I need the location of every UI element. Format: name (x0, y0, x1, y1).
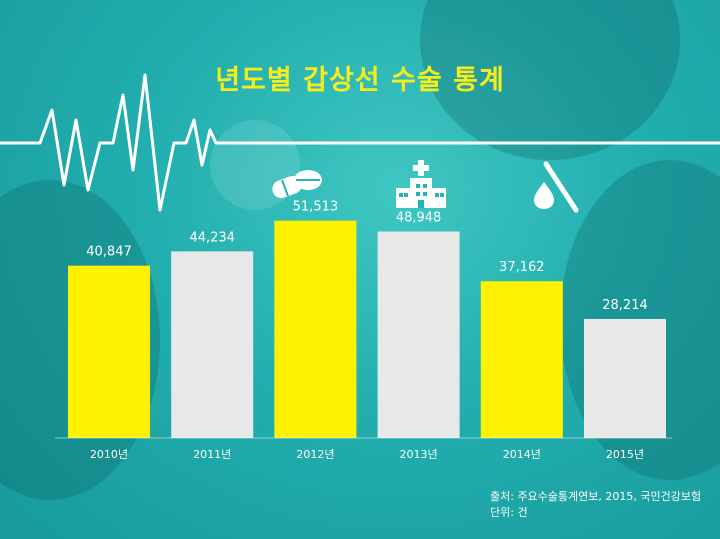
bar-2011년 (171, 251, 254, 438)
unit-text: 단위: 건 (490, 506, 528, 519)
pills-icon (272, 170, 322, 199)
x-tick-label: 2013년 (400, 448, 438, 461)
source-note: 출처: 주요수술통계연보, 2015, 국민건강보험 단위: 건 (490, 489, 701, 521)
bar-2015년 (584, 318, 666, 438)
heartbeat-line (0, 73, 720, 212)
source-text: 출처: 주요수술통계연보, 2015, 국민건강보험 (490, 490, 702, 503)
data-label: 40,847 (86, 245, 132, 260)
data-label: 37,162 (499, 260, 545, 275)
x-tick-label: 2014년 (503, 448, 541, 461)
hospital-icon (396, 160, 446, 208)
chart-title: 년도별 갑상선 수술 통계 (215, 65, 505, 96)
bar-2012년 (274, 220, 357, 438)
bars-layer: 40,847 2010년 44,234 2011년 51,513 2012년 48,948 2… (68, 200, 666, 461)
scalpel-blood-icon (534, 161, 579, 213)
data-label: 28,214 (602, 298, 648, 313)
x-tick-label: 2011년 (193, 448, 231, 461)
x-tick-label: 2012년 (296, 448, 334, 461)
bar-2010년 (68, 265, 150, 438)
bar-2013년 (377, 231, 460, 438)
x-tick-label: 2010년 (90, 448, 128, 461)
data-label: 48,948 (396, 211, 442, 226)
data-label: 51,513 (293, 200, 339, 215)
x-tick-label: 2015년 (606, 448, 644, 461)
data-label: 44,234 (189, 230, 235, 245)
bar-2014년 (480, 281, 563, 438)
